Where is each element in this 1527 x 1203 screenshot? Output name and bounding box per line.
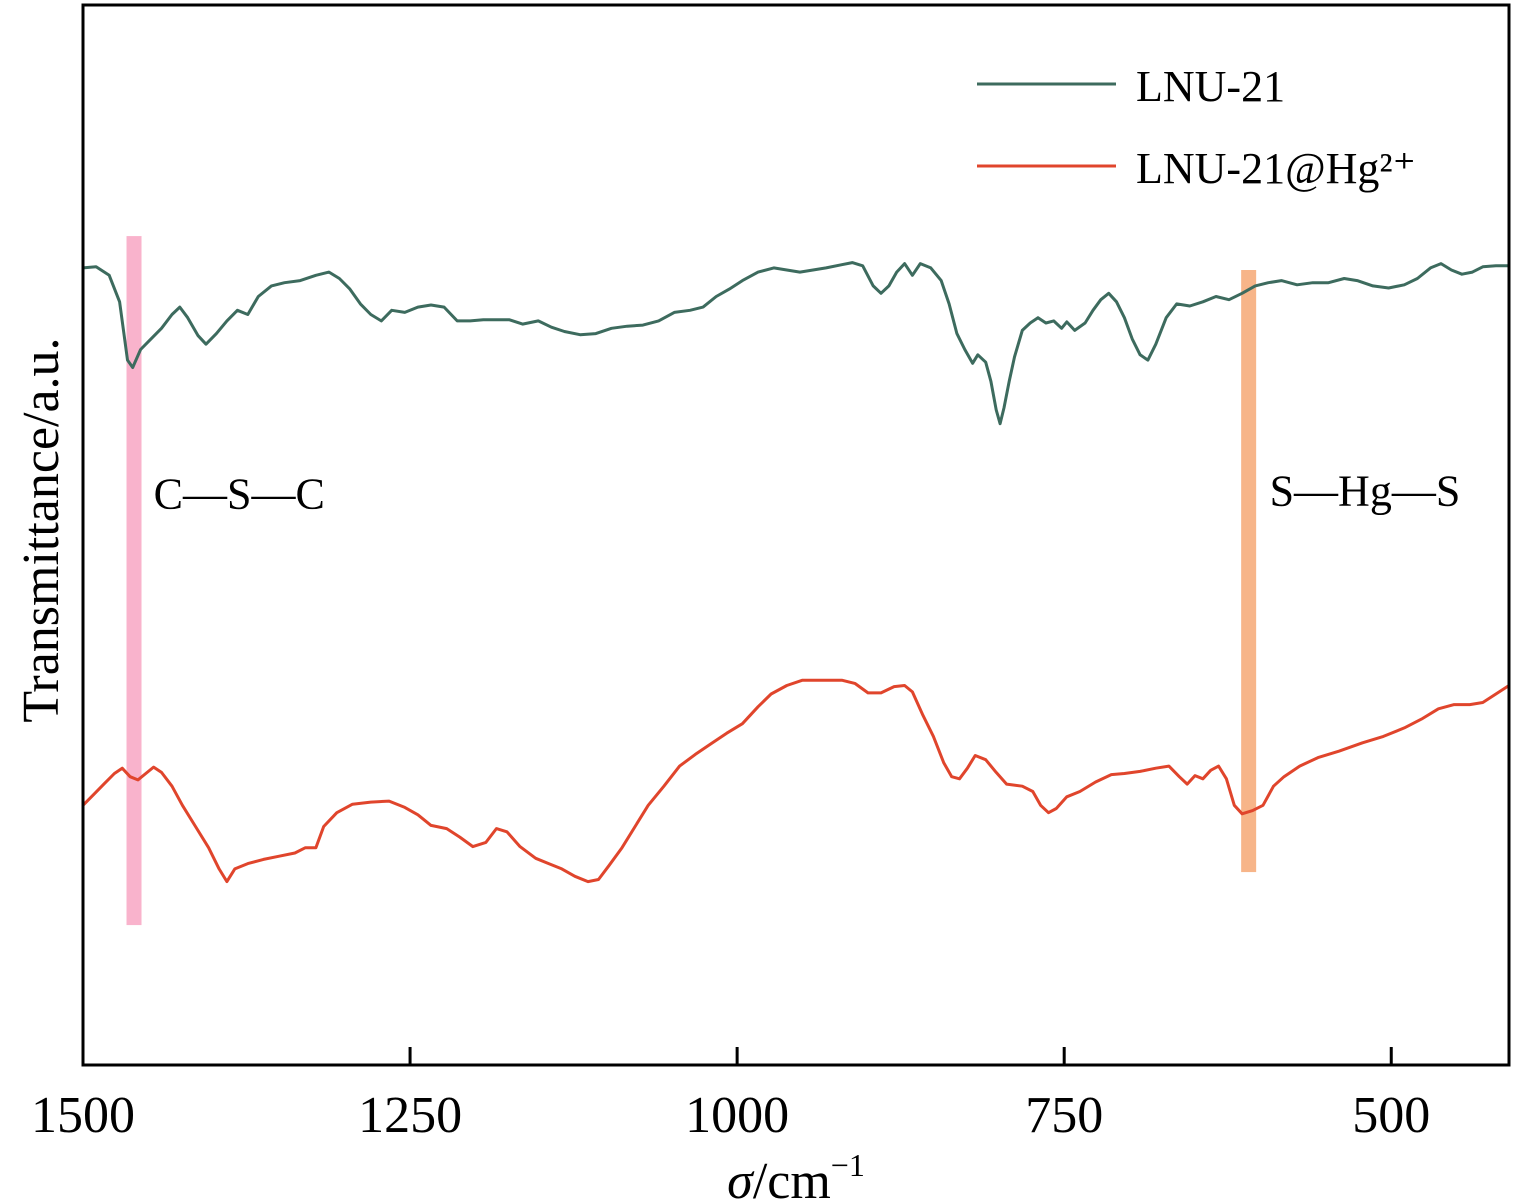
x-axis-exponent: −1 [831, 1147, 865, 1183]
y-axis-label: Transmittance/a.u. [13, 337, 70, 722]
x-tick-label-500: 500 [1352, 1087, 1430, 1144]
x-tick-label-1000: 1000 [685, 1087, 789, 1144]
x-tick-label-750: 750 [1025, 1087, 1103, 1144]
highlight-bands [126, 236, 1257, 926]
series-layer [81, 261, 1510, 884]
series-line-0 [82, 261, 1509, 426]
x-axis-label: σ/cm−1 [727, 1147, 865, 1203]
x-tick-label-1500: 1500 [31, 1087, 135, 1144]
legend: LNU-21 LNU-21@Hg²⁺ [977, 62, 1416, 193]
annotation-c-s-c: C—S—C [154, 470, 325, 519]
annotation-s-hg-s: S—Hg—S [1270, 466, 1461, 515]
plot-frame [81, 3, 1511, 1067]
x-axis-unit: /cm [753, 1153, 831, 1203]
highlight-band-1 [1241, 270, 1257, 873]
x-axis-symbol: σ [727, 1153, 755, 1203]
highlight-band-0 [126, 236, 142, 926]
x-tick-label-1250: 1250 [358, 1087, 462, 1144]
legend-label-lnu21-hg: LNU-21@Hg²⁺ [1136, 144, 1416, 193]
legend-label-lnu21: LNU-21 [1136, 62, 1285, 111]
series-line-1 [81, 678, 1510, 884]
x-axis-ticks: 1500 1250 1000 750 500 [31, 1047, 1430, 1144]
